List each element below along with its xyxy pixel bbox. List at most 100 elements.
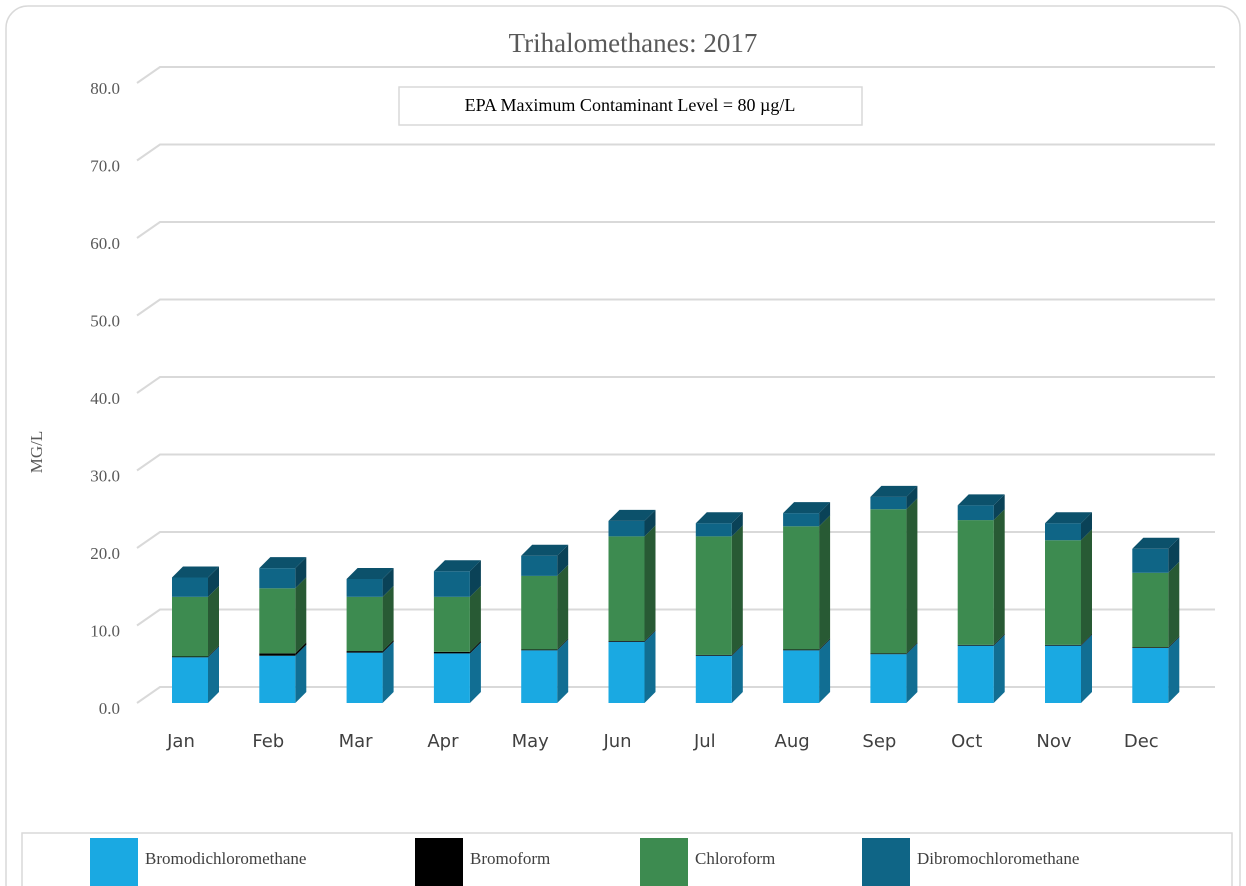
grid-line: [136, 66, 1215, 84]
bar-front: [783, 649, 820, 651]
bar-front: [433, 653, 470, 703]
bar-front: [783, 526, 820, 650]
annotation-box: [398, 86, 863, 126]
bar-segment: [346, 568, 394, 597]
legend-box: [21, 832, 1233, 886]
bar-front: [695, 655, 732, 703]
bar-side: [644, 509, 656, 537]
x-tick-label: Oct: [951, 731, 982, 752]
bar-segment: [695, 525, 743, 655]
bar-top: [783, 502, 831, 514]
bar-top: [346, 568, 394, 579]
bar-top: [172, 566, 219, 578]
chart-frame: [5, 5, 1241, 886]
y-tick-label: 50.0: [90, 311, 120, 330]
grid-line: [136, 298, 1215, 317]
bar-side: [1081, 512, 1092, 541]
bar-front: [1132, 647, 1169, 648]
bar-segment: [783, 502, 831, 527]
bar-segment: [695, 643, 743, 656]
grid-line: [136, 453, 1215, 472]
x-tick-label: Aug: [775, 731, 810, 752]
bar-segment: [521, 544, 569, 576]
bar-segment: [957, 509, 1005, 645]
bar-side: [644, 630, 656, 703]
bar-front: [259, 655, 296, 703]
y-tick-label: 40.0: [90, 389, 120, 408]
bar-top: [259, 557, 307, 569]
bar-segment: [1045, 634, 1092, 703]
x-tick-label: Nov: [1036, 731, 1071, 752]
x-tick-label: Jun: [602, 731, 631, 752]
bar-front: [259, 588, 296, 654]
bar-segment: [608, 630, 656, 642]
bar-segment: [346, 641, 394, 703]
bar-front: [870, 496, 907, 510]
bar-side: [906, 643, 918, 703]
bar-front: [1045, 644, 1081, 646]
bar-top: [433, 560, 481, 572]
bar-side: [731, 512, 743, 537]
bar-segment: [870, 643, 918, 703]
bar-segment: [259, 577, 307, 654]
bar-front: [259, 568, 296, 589]
bar-front: [521, 575, 558, 650]
y-tick-label: 80.0: [90, 79, 120, 98]
bar-side: [644, 630, 656, 642]
y-tick-label: 0.0: [99, 699, 120, 718]
bar-front: [172, 656, 208, 658]
bar-top: [870, 485, 918, 497]
bar-front: [1045, 645, 1081, 703]
bar-side: [731, 525, 743, 655]
bar-side: [208, 585, 219, 657]
bar-side: [993, 633, 1005, 646]
bar-front: [608, 520, 645, 537]
bar-top: [695, 512, 743, 524]
bar-front: [521, 649, 558, 651]
bar-side: [295, 644, 307, 703]
y-tick-label: 60.0: [90, 234, 120, 253]
bar-side: [208, 566, 219, 597]
bar-segment: [433, 560, 481, 597]
legend-label: Bromodichloromethane: [145, 849, 306, 868]
x-tick-label: Sep: [862, 731, 896, 752]
bar-segment: [870, 642, 918, 655]
bar-front: [172, 577, 208, 597]
grid-line: [136, 686, 1215, 704]
bar-front: [433, 571, 470, 597]
y-axis-label: MG/L: [27, 431, 46, 474]
bar-side: [993, 509, 1005, 645]
x-tick-label: Mar: [339, 731, 374, 752]
bar-segment: [433, 642, 481, 703]
bar-front: [870, 653, 907, 655]
bar-front: [870, 654, 907, 703]
bar-segment: [695, 644, 743, 703]
x-tick-label: Jan: [166, 731, 195, 752]
bar-segment: [259, 642, 307, 656]
bar-front: [433, 596, 470, 652]
bar-segment: [1045, 512, 1092, 541]
bar-front: [608, 641, 645, 642]
bar-side: [1168, 636, 1180, 703]
bar-side: [469, 642, 481, 703]
x-tick-label: May: [512, 731, 550, 752]
grid-line: [136, 531, 1215, 549]
bar-side: [557, 639, 569, 703]
bar-front: [521, 555, 558, 576]
y-tick-label: 10.0: [90, 621, 120, 640]
bar-side: [295, 557, 307, 589]
bar-segment: [172, 645, 219, 658]
legend-label: Dibromochloromethane: [917, 849, 1079, 868]
bar-front: [1045, 523, 1081, 541]
bar-front: [957, 644, 994, 646]
bar-segment: [695, 512, 743, 537]
bar-segment: [433, 640, 481, 654]
bar-side: [1168, 561, 1180, 648]
bar-front: [608, 641, 645, 703]
bar-front: [346, 579, 383, 597]
bar-front: [870, 509, 907, 654]
bar-side: [1081, 633, 1092, 646]
legend-swatch: [90, 838, 138, 886]
bar-segment: [1045, 633, 1092, 646]
bar-front: [346, 596, 383, 652]
